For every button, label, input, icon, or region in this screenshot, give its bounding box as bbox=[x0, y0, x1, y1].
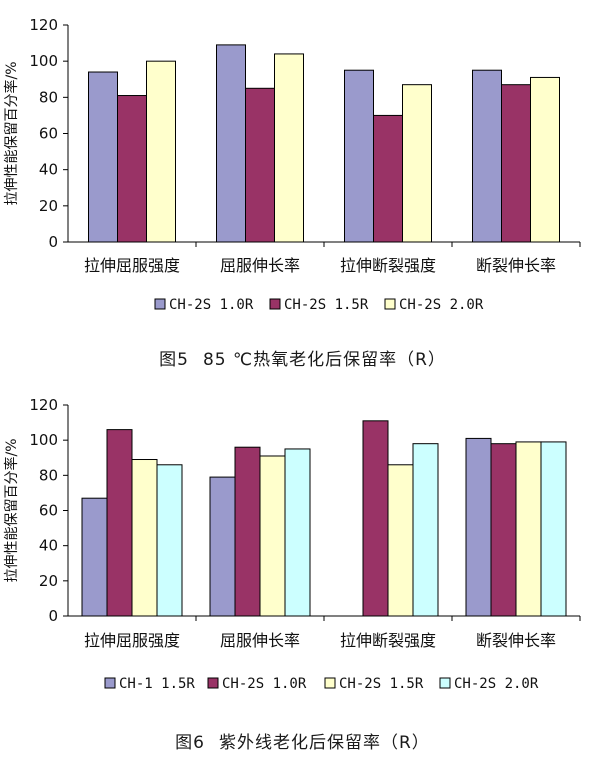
figure-6-title: 紫外线老化后保留率（R） bbox=[219, 733, 430, 753]
chart-1-y-axis-label: 拉伸性能保留百分率/% bbox=[3, 61, 20, 205]
chart-2-y-tick-label: 100 bbox=[29, 431, 58, 449]
chart-1-bar bbox=[373, 114, 403, 243]
chart-1-y-tick-label: 0 bbox=[48, 233, 58, 251]
chart-2-y-tick-label: 60 bbox=[39, 502, 58, 520]
chart-1-y-tick-label: 100 bbox=[29, 52, 58, 70]
chart-1-y-tick-label: 20 bbox=[39, 197, 58, 215]
chart-2-bar bbox=[412, 443, 439, 617]
chart-1-bar bbox=[245, 87, 275, 243]
chart-2-bar bbox=[156, 464, 183, 617]
chart-1-category-label: 拉伸断裂强度 bbox=[340, 256, 436, 275]
chart-2-legend-swatch bbox=[207, 677, 219, 689]
chart-1-y-tick-label: 60 bbox=[39, 125, 58, 143]
chart-2-legend-swatch bbox=[324, 677, 336, 689]
chart-1-legend-swatch bbox=[269, 298, 281, 310]
chart-1-category-label: 屈服伸长率 bbox=[220, 256, 300, 275]
chart-1-legend-swatch bbox=[154, 298, 166, 310]
chart-2-bar bbox=[490, 443, 517, 617]
chart-2-legend-label: CH-2S 1.5R bbox=[339, 676, 424, 692]
chart-1-y-tick-label: 120 bbox=[29, 16, 58, 34]
chart-2-bar bbox=[362, 420, 389, 617]
chart-2-legend-swatch bbox=[104, 677, 116, 689]
chart-1-bar bbox=[274, 53, 304, 243]
chart-2-y-tick-label: 40 bbox=[39, 537, 58, 555]
chart-2-legend-swatch bbox=[439, 677, 451, 689]
figure-5-number: 图5 bbox=[159, 350, 189, 370]
chart-2-bar bbox=[540, 441, 567, 617]
chart-1-bar bbox=[216, 44, 246, 243]
chart-2-y-axis-label: 拉伸性能保留百分率/% bbox=[3, 438, 20, 582]
chart-2-y-tick-label: 120 bbox=[29, 396, 58, 414]
chart-1-category-label: 断裂伸长率 bbox=[476, 256, 556, 275]
chart-2-bar bbox=[106, 429, 133, 617]
chart-1-y-tick-label: 80 bbox=[39, 88, 58, 106]
chart-1-legend-label: CH-2S 1.0R bbox=[169, 297, 254, 313]
chart-1-legend-swatch bbox=[384, 298, 396, 310]
chart-2-bar bbox=[284, 448, 311, 617]
chart-1-bar bbox=[530, 76, 560, 243]
figure-6-caption: 图6 紫外线老化后保留率（R） bbox=[0, 728, 605, 753]
chart-1-bar bbox=[117, 95, 147, 243]
chart-2-bar bbox=[259, 455, 286, 617]
chart-2-category-label: 断裂伸长率 bbox=[476, 631, 556, 650]
chart-1-bar bbox=[402, 84, 432, 243]
chart-1-bar bbox=[88, 71, 118, 243]
chart-1-category-label: 拉伸屈服强度 bbox=[84, 256, 180, 275]
chart-1-y-tick-label: 40 bbox=[39, 161, 58, 179]
chart-1-bar bbox=[344, 69, 374, 243]
chart-2-category-label: 屈服伸长率 bbox=[220, 631, 300, 650]
chart-1-legend-label: CH-2S 1.5R bbox=[284, 297, 369, 313]
chart-2-legend-label: CH-1 1.5R bbox=[119, 676, 195, 692]
chart-2-y-tick-label: 80 bbox=[39, 466, 58, 484]
chart-1-bar bbox=[472, 69, 502, 243]
chart-2-bar bbox=[465, 437, 492, 617]
figure-5-caption: 图5 85 ℃热氧老化后保留率（R） bbox=[0, 345, 605, 370]
chart-1-legend-label: CH-2S 2.0R bbox=[399, 297, 484, 313]
chart-2-bar bbox=[131, 459, 158, 617]
chart-2-y-tick-label: 0 bbox=[48, 607, 58, 625]
chart-1-bar bbox=[146, 60, 176, 243]
chart-2-bar bbox=[234, 446, 261, 617]
figure-6-number: 图6 bbox=[175, 733, 205, 753]
chart-2-bar bbox=[81, 497, 108, 617]
figure-5-title: 85 ℃热氧老化后保留率（R） bbox=[202, 350, 446, 370]
chart-2-bar bbox=[387, 464, 414, 617]
chart-2-y-tick-label: 20 bbox=[39, 572, 58, 590]
chart-2-category-label: 拉伸屈服强度 bbox=[84, 631, 180, 650]
chart-2-bar bbox=[209, 476, 236, 617]
chart-2-legend-label: CH-2S 2.0R bbox=[454, 676, 539, 692]
chart-2-bar bbox=[515, 441, 542, 617]
chart-2-category-label: 拉伸断裂强度 bbox=[340, 631, 436, 650]
chart-1-bar bbox=[501, 84, 531, 243]
chart-2-legend-label: CH-2S 1.0R bbox=[222, 676, 307, 692]
